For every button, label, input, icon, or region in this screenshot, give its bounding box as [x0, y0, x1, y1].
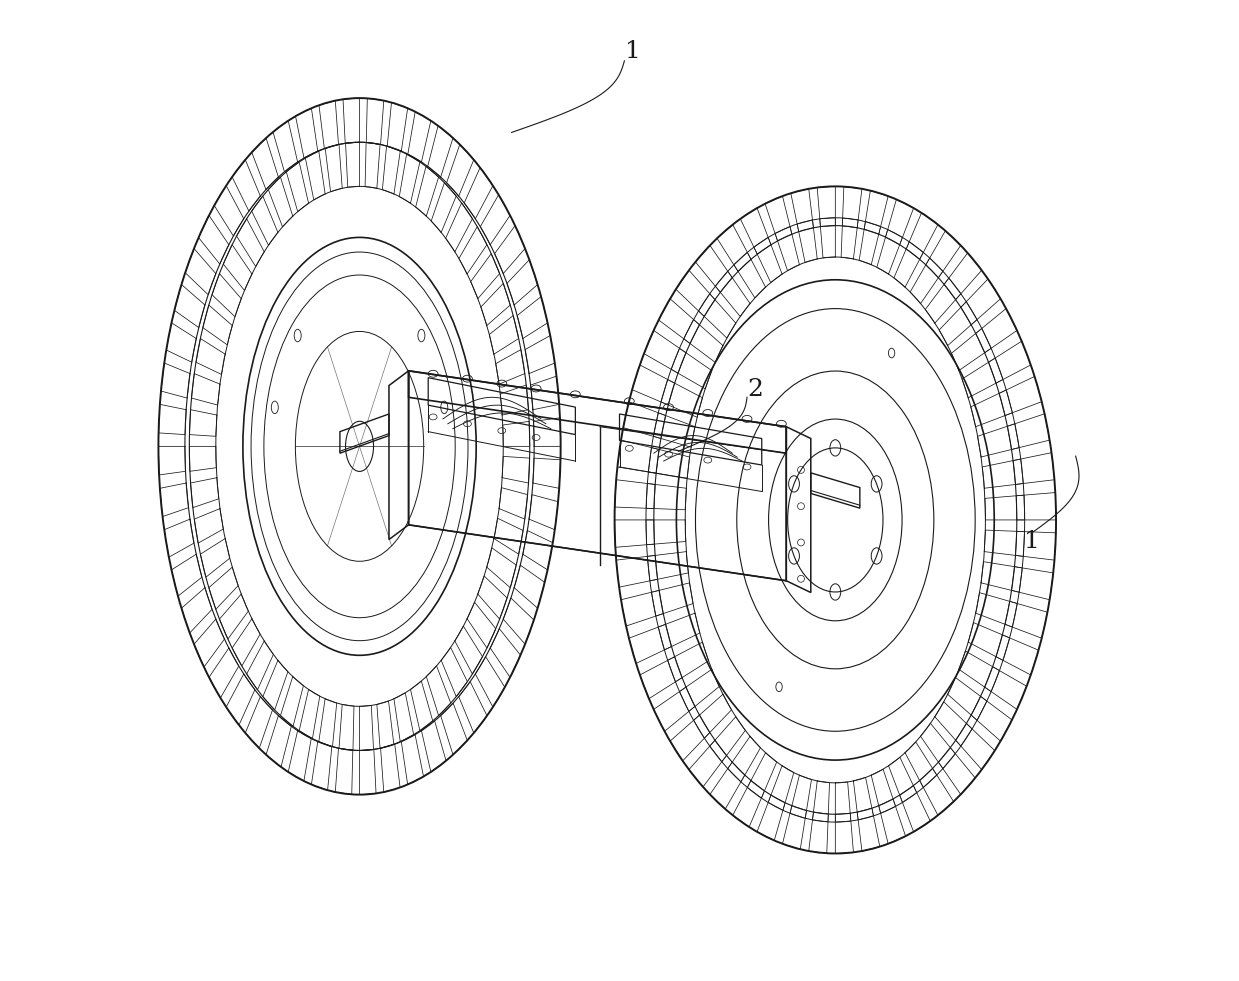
Text: 1: 1	[1023, 530, 1040, 553]
Text: 1: 1	[626, 39, 641, 63]
Text: 2: 2	[747, 378, 763, 401]
